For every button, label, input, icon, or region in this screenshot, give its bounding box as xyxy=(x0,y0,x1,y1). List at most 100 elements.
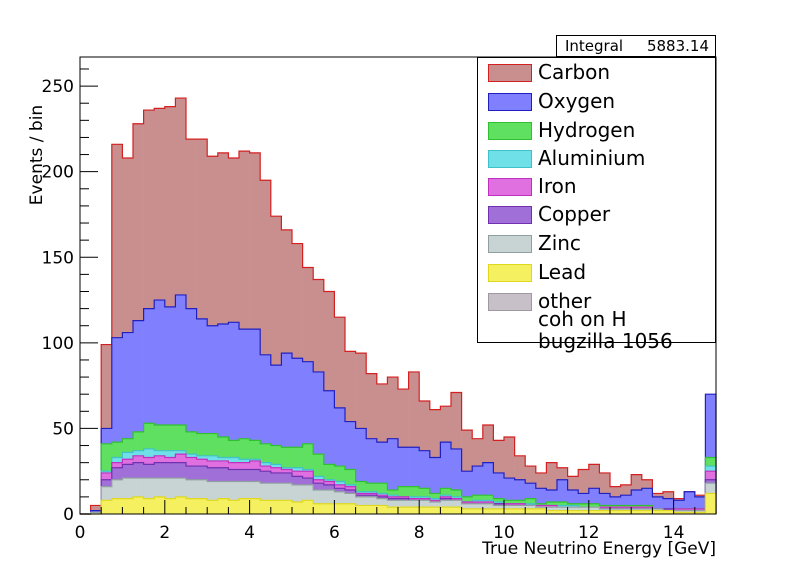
bar-lead xyxy=(599,510,611,514)
bar-lead xyxy=(535,508,547,514)
bar-lead xyxy=(133,496,144,514)
bar-lead xyxy=(694,512,706,514)
bar-lead xyxy=(631,510,643,514)
bar-lead xyxy=(684,512,696,514)
bar-oxygen xyxy=(684,491,696,514)
bar-zinc xyxy=(164,478,176,514)
bar-zinc xyxy=(143,478,155,514)
bar-lead xyxy=(472,508,484,514)
bar-carbon xyxy=(408,371,420,514)
bar-oxygen xyxy=(313,371,325,514)
axes: 0 2 4 6 8 10 12 14 0 50 100 150 200 250 xyxy=(42,56,717,543)
bar-zinc xyxy=(111,479,123,514)
bar-oxygen xyxy=(260,354,272,514)
y-axis-label: Events / bin xyxy=(27,105,47,205)
x-tick-label: 4 xyxy=(244,523,255,543)
legend-label: coh on H xyxy=(538,307,627,331)
y-tick-label: 150 xyxy=(42,248,74,268)
legend-label: Lead xyxy=(538,260,587,284)
bar-lead xyxy=(281,500,293,514)
bar-lead xyxy=(578,510,590,514)
bar-lead xyxy=(620,510,632,514)
bar-lead xyxy=(493,508,505,514)
bar-lead xyxy=(164,498,176,514)
bar-zinc xyxy=(249,481,261,514)
stat-box: Integral 5883.14 xyxy=(556,35,716,57)
bar-oxygen xyxy=(493,472,505,514)
bar-lead xyxy=(101,500,113,514)
bar-zinc xyxy=(302,484,314,514)
bar-zinc xyxy=(154,478,166,514)
bar-lead xyxy=(610,510,621,514)
bar-oxygen xyxy=(292,358,303,514)
bar-oxygen xyxy=(482,462,494,514)
bar-carbon xyxy=(546,462,558,514)
legend-item: Oxygen xyxy=(478,88,715,114)
bar-lead xyxy=(557,510,568,514)
legend-label: Aluminium xyxy=(538,146,646,170)
bar-lead xyxy=(705,493,717,514)
bar-lead xyxy=(440,507,452,514)
legend-swatch xyxy=(488,206,532,224)
bar-lead xyxy=(376,505,388,514)
bar-oxygen xyxy=(451,448,462,514)
bar-zinc xyxy=(228,481,240,514)
bar-lead xyxy=(588,510,600,514)
bar-zinc xyxy=(186,479,197,514)
bar-oxygen xyxy=(122,332,134,514)
bar-oxygen xyxy=(705,394,717,514)
x-tick-label: 2 xyxy=(159,523,170,543)
legend-label: Carbon xyxy=(538,60,611,84)
bar-zinc xyxy=(270,483,282,514)
bar-oxygen xyxy=(186,308,197,514)
x-tick-label: 14 xyxy=(663,523,685,543)
bar-oxygen xyxy=(270,365,282,514)
legend-item: coh on H xyxy=(478,306,715,332)
legend-label: other xyxy=(538,289,592,313)
bar-lead xyxy=(302,500,314,514)
bar-oxygen xyxy=(514,479,526,514)
bar-lead xyxy=(652,510,664,514)
bar-oxygen xyxy=(652,496,664,514)
bar-oxygen xyxy=(567,490,579,514)
x-tick-label: 8 xyxy=(414,523,425,543)
legend-item: Hydrogen xyxy=(478,117,715,143)
x-tick-label: 0 xyxy=(75,523,86,543)
bar-oxygen xyxy=(133,320,144,514)
outline-oxygen xyxy=(80,294,717,515)
bar-oxygen xyxy=(239,329,250,514)
y-tick-label: 0 xyxy=(63,505,74,525)
legend-label: Hydrogen xyxy=(538,118,636,142)
legend: Carbon Oxygen Hydrogen Aluminium Iron Copper Z… xyxy=(477,57,716,353)
bar-zinc xyxy=(122,478,134,514)
bar-oxygen xyxy=(207,325,219,514)
bar-carbon xyxy=(133,123,144,514)
bar-oxygen xyxy=(694,496,706,514)
bar-oxygen xyxy=(631,490,643,514)
bar-oxygen xyxy=(143,308,155,514)
bar-oxygen xyxy=(164,306,176,514)
bar-lead xyxy=(334,503,346,514)
bar-oxygen xyxy=(281,353,293,514)
bar-lead xyxy=(366,505,378,514)
bar-zinc xyxy=(292,484,303,514)
bar-lead xyxy=(355,505,367,514)
bar-oxygen xyxy=(429,457,441,514)
bar-zinc xyxy=(323,490,335,514)
bar-oxygen xyxy=(376,442,388,514)
bar-oxygen xyxy=(599,493,611,514)
bar-lead xyxy=(207,500,219,514)
bar-carbon xyxy=(578,469,590,514)
legend-swatch xyxy=(488,293,532,311)
legend-label: Zinc xyxy=(538,231,581,255)
bar-carbon xyxy=(504,436,515,514)
bar-oxygen xyxy=(673,500,685,514)
bar-zinc xyxy=(281,483,293,514)
bar-zinc xyxy=(90,512,102,514)
bar-oxygen xyxy=(387,438,399,514)
bar-lead xyxy=(313,503,325,514)
bar-oxygen xyxy=(504,478,515,514)
bar-zinc xyxy=(313,490,325,514)
bar-lead xyxy=(249,498,261,514)
